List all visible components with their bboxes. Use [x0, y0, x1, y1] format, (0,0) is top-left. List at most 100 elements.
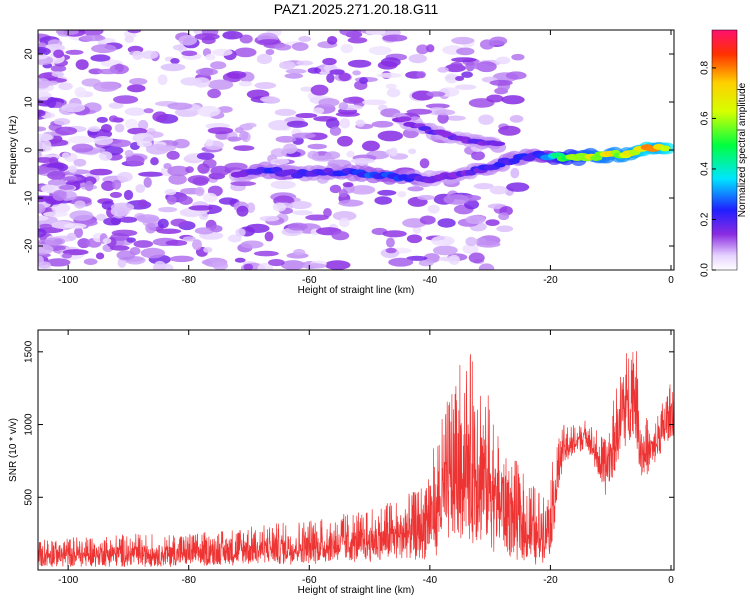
- spectrogram-noise-blob: [145, 222, 157, 234]
- spectrogram-heatmap: [38, 30, 674, 270]
- spectrogram-noise-blob: [451, 36, 475, 45]
- spectrogram-noise-blob: [163, 162, 172, 170]
- spectrogram-noise-blob: [253, 250, 279, 257]
- spectrogram-noise-blob: [407, 186, 424, 192]
- colorbar-gradient: [711, 29, 738, 271]
- spectrogram-noise-blob: [158, 206, 178, 213]
- spectrogram-noise-blob: [196, 152, 215, 160]
- spectrogram-noise-blob: [426, 44, 435, 53]
- spectrogram-noise-blob: [293, 248, 306, 256]
- spectrogram-noise-blob: [496, 225, 514, 233]
- spectrogram-noise-blob: [338, 189, 348, 198]
- spectrogram-noise-blob: [218, 197, 237, 205]
- spectrogram-noise-blob: [45, 258, 71, 267]
- spectrogram-noise-blob: [55, 30, 79, 36]
- spectrogram-noise-blob: [46, 97, 57, 108]
- spectrogram-noise-blob: [71, 143, 94, 153]
- spectrogram-noise-blob: [274, 108, 297, 117]
- spectrogram-noise-blob: [336, 135, 353, 147]
- spectrogram-noise-blob: [93, 81, 120, 92]
- spectrogram-noise-blob: [227, 234, 242, 243]
- spectrogram-noise-blob: [91, 44, 117, 54]
- spectrogram-noise-blob: [126, 237, 136, 243]
- spectrogram-noise-blob: [178, 35, 197, 46]
- spectrogram-y-tick-label: 20: [24, 48, 35, 60]
- spectrogram-noise-blob: [259, 215, 280, 222]
- spectrogram-noise-blob: [342, 96, 365, 104]
- spectrogram-noise-blob: [38, 110, 46, 117]
- spectrogram-noise-blob: [137, 119, 149, 131]
- spectrogram-noise-blob: [165, 239, 188, 247]
- spectrogram-noise-blob: [172, 138, 190, 149]
- spectrogram-noise-blob: [89, 168, 113, 176]
- spectrogram-noise-blob: [74, 200, 86, 209]
- spectrogram-noise-blob: [385, 83, 397, 90]
- spectrogram-noise-blob: [127, 127, 148, 135]
- spectrogram-x-tick-label: 0: [668, 275, 674, 286]
- spectrogram-noise-blob: [385, 247, 397, 254]
- spectrogram-noise-blob: [365, 30, 386, 35]
- spectrogram-noise-blob: [193, 77, 211, 88]
- spectrogram-noise-blob: [77, 238, 91, 249]
- spectrogram-noise-blob: [298, 36, 312, 43]
- spectrogram-noise-blob: [160, 63, 186, 72]
- spectrogram-noise-blob: [117, 257, 127, 268]
- spectrogram-noise-blob: [230, 181, 256, 187]
- spectrogram-noise-blob: [350, 30, 360, 41]
- spectrogram-noise-blob: [38, 133, 53, 142]
- spectrogram-noise-blob: [478, 263, 495, 270]
- spectrogram-noise-blob: [270, 180, 296, 190]
- spectrogram-noise-blob: [329, 184, 342, 194]
- snr-x-tick-label: -40: [423, 575, 438, 586]
- spectrogram-noise-blob: [143, 177, 152, 188]
- spectrogram-noise-blob: [471, 150, 485, 161]
- spectrogram-noise-blob: [486, 94, 504, 103]
- spectrogram-noise-blob: [73, 158, 87, 167]
- spectrogram-noise-blob: [284, 73, 304, 79]
- colorbar-tick-label: 0.0: [700, 263, 711, 277]
- spectrogram-noise-blob: [138, 171, 164, 177]
- snr-x-label: Height of straight line (km): [298, 585, 415, 596]
- spectrogram-noise-blob: [135, 184, 146, 193]
- spectrogram-noise-blob: [432, 245, 458, 256]
- spectrogram-y-ticks: -20 -10 0 10 20: [24, 48, 674, 253]
- spectrogram-noise-blob: [234, 257, 246, 263]
- spectrogram-noise-blob: [489, 36, 508, 46]
- spectrogram-noise-blob: [182, 236, 196, 242]
- spectrogram-noise-blob: [236, 205, 249, 217]
- spectrogram-noise-blob: [382, 230, 407, 238]
- spectrogram-noise-blob: [256, 53, 273, 65]
- spectrogram-noise-blob: [65, 49, 84, 55]
- spectrogram-noise-blob: [287, 222, 308, 231]
- spectrogram-noise-blob: [201, 259, 212, 265]
- spectrogram-noise-blob: [80, 34, 106, 42]
- spectrogram-noise-blob: [194, 227, 215, 235]
- spectrogram-noise-blob: [207, 88, 221, 99]
- spectrogram-noise-blob: [170, 57, 180, 65]
- spectrogram-noise-blob: [431, 235, 455, 247]
- spectrogram-y-label: Frequency (Hz): [8, 116, 19, 185]
- spectrogram-noise-blob: [38, 53, 48, 60]
- spectrogram-noise-blob: [178, 195, 193, 205]
- spectrogram-noise-blob: [39, 223, 53, 229]
- spectrogram-noise-blob: [126, 84, 146, 93]
- spectrogram-noise-blob: [291, 132, 316, 139]
- spectrogram-noise-blob: [270, 158, 290, 165]
- spectrogram-noise-blob: [377, 130, 403, 142]
- spectrogram-noise-blob: [238, 80, 253, 87]
- spectrogram-noise-blob: [406, 234, 423, 244]
- spectrogram-noise-blob: [52, 189, 67, 201]
- snr-x-tick-label: -100: [58, 575, 78, 586]
- spectrogram-noise-blob: [419, 215, 436, 225]
- spectrogram-noise-blob: [417, 194, 436, 201]
- spectrogram-noise-blob: [397, 190, 407, 198]
- spectrogram-noise-blob: [325, 118, 340, 129]
- spectrogram-noise-blob: [455, 75, 465, 81]
- spectrogram-y-tick-label: -10: [24, 190, 35, 205]
- spectrogram-noise-blob: [359, 77, 369, 84]
- spectrogram-noise-blob: [274, 44, 292, 51]
- spectrogram-noise-blob: [124, 35, 135, 43]
- colorbar-label: Normalized spectral amplitude: [737, 82, 748, 217]
